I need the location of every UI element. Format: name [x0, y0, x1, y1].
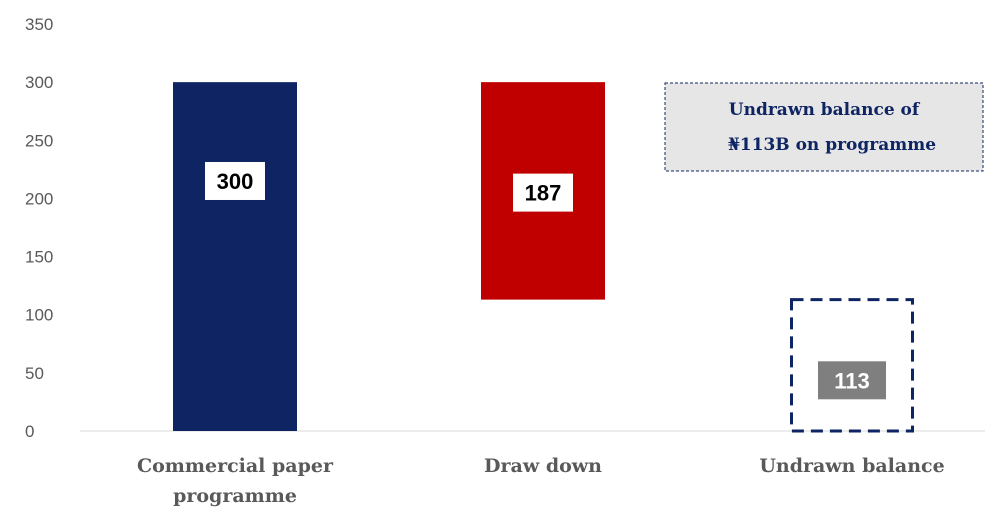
- x-category-label: Undrawn balance: [759, 455, 944, 477]
- x-category-label: Commercial paper: [137, 455, 334, 477]
- y-tick-label: 300: [25, 73, 53, 92]
- y-tick-label: 150: [25, 248, 53, 267]
- y-tick-label: 100: [25, 306, 53, 325]
- data-label: 187: [525, 181, 562, 206]
- annotation-box: Undrawn balance of ₦113B on programme: [664, 82, 984, 172]
- annotation-line-1: Undrawn balance of: [729, 100, 921, 120]
- annotation-line-2: ₦113B on programme: [728, 135, 936, 155]
- y-tick-label: 0: [25, 422, 34, 441]
- y-tick-label: 350: [25, 15, 53, 34]
- y-axis: 0 50 100 150 200 250 300 350: [25, 15, 53, 441]
- data-label: 300: [217, 169, 254, 194]
- bars: 300 187 113: [173, 82, 914, 433]
- x-category-label: Draw down: [484, 455, 602, 477]
- x-category-label: programme: [173, 485, 297, 507]
- data-label: 113: [834, 368, 870, 393]
- data-label-box: [513, 173, 573, 212]
- data-label-box: [818, 361, 886, 400]
- y-tick-label: 200: [25, 189, 53, 208]
- bar-undrawn-balance: [790, 298, 914, 433]
- annotation-box-frame: [664, 82, 984, 172]
- data-label-box: [205, 161, 265, 200]
- y-tick-label: 250: [25, 131, 53, 150]
- bar-programme: [173, 82, 297, 432]
- category-labels: Commercial paper programme Draw down Undraw…: [137, 455, 945, 507]
- y-tick-label: 50: [25, 364, 44, 383]
